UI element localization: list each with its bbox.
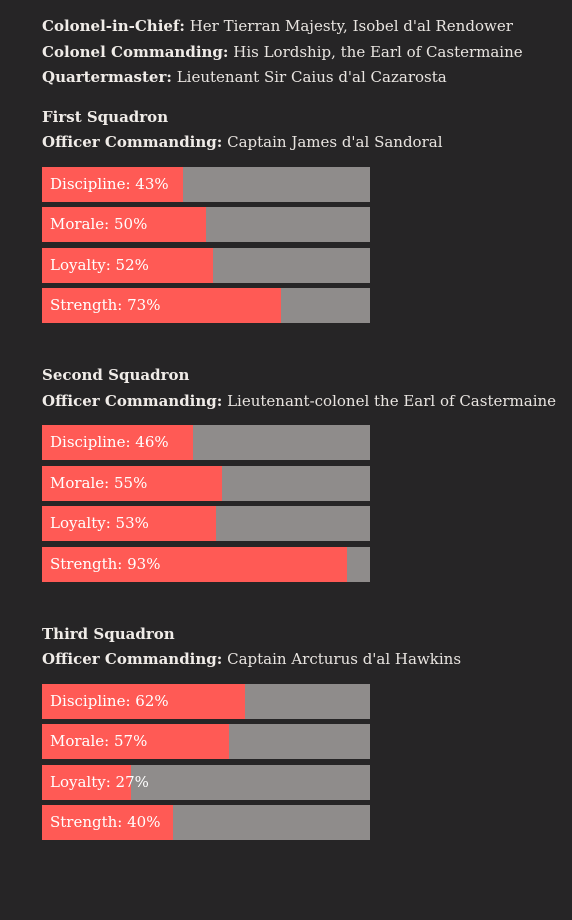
strength-bar-label: Strength: 73%	[50, 296, 161, 314]
loyalty-bar: Loyalty: 27%	[42, 764, 370, 800]
officer-commanding-label: Officer Commanding:	[42, 391, 223, 410]
colonel-in-chief-value: Her Tierran Majesty, Isobel d'al Rendowe…	[189, 17, 513, 35]
morale-bar-fill	[42, 465, 223, 501]
discipline-bar-fill	[42, 425, 193, 460]
colonel-commanding-row: Colonel Commanding: His Lordship, the Ea…	[42, 40, 562, 66]
discipline-bar: Discipline: 46%	[42, 425, 370, 460]
stat-bars: Discipline: 43% Morale: 50% Loyalty: 52%…	[42, 166, 562, 323]
strength-bar-fill	[42, 546, 348, 582]
squadron-title: Third Squadron	[42, 624, 175, 643]
morale-bar-label: Morale: 55%	[50, 473, 148, 492]
discipline-bar-fill	[42, 166, 184, 202]
officer-commanding-value: Captain James d'al Sandoral	[227, 133, 443, 151]
quartermaster-row: Quartermaster: Lieutenant Sir Caius d'al…	[42, 65, 562, 91]
officer-commanding-row: Officer Commanding: Captain Arcturus d'a…	[42, 647, 562, 673]
strength-bar: Strength: 40%	[42, 805, 370, 840]
squadron-first: First Squadron Officer Commanding: Capta…	[42, 105, 562, 323]
morale-bar: Morale: 50%	[42, 207, 370, 242]
loyalty-bar-fill	[42, 247, 213, 283]
officer-commanding-row: Officer Commanding: Lieutenant-colonel t…	[42, 389, 562, 415]
loyalty-bar-label: Loyalty: 53%	[50, 514, 149, 532]
regiment-panel: Colonel-in-Chief: Her Tierran Majesty, I…	[42, 14, 562, 846]
officer-commanding-label: Officer Commanding:	[42, 133, 223, 151]
morale-bar-label: Morale: 57%	[50, 732, 148, 750]
morale-bar-fill	[42, 724, 229, 759]
discipline-bar-label: Discipline: 62%	[50, 691, 169, 710]
colonel-in-chief-label: Colonel-in-Chief:	[42, 17, 185, 35]
quartermaster-label: Quartermaster:	[42, 68, 172, 86]
discipline-bar-fill	[42, 683, 246, 719]
discipline-bar-label: Discipline: 43%	[50, 174, 169, 193]
officer-commanding-value: Lieutenant-colonel the Earl of Castermai…	[227, 391, 557, 410]
discipline-bar: Discipline: 43%	[42, 166, 370, 202]
squadron-second: Second Squadron Officer Commanding: Lieu…	[42, 363, 562, 582]
squadron-third: Third Squadron Officer Commanding: Capta…	[42, 622, 562, 840]
loyalty-bar-fill	[42, 764, 131, 800]
strength-bar-label: Strength: 93%	[50, 554, 161, 573]
colonel-commanding-value: His Lordship, the Earl of Castermaine	[233, 42, 523, 61]
quartermaster-value: Lieutenant Sir Caius d'al Cazarosta	[176, 68, 447, 86]
officer-commanding-value: Captain Arcturus d'al Hawkins	[227, 650, 462, 668]
stat-bars: Discipline: 62% Morale: 57% Loyalty: 27%…	[42, 683, 562, 840]
officer-commanding-row: Officer Commanding: Captain James d'al S…	[42, 130, 562, 156]
officer-commanding-label: Officer Commanding:	[42, 650, 223, 668]
loyalty-bar: Loyalty: 52%	[42, 247, 370, 283]
discipline-bar: Discipline: 62%	[42, 683, 370, 719]
strength-bar-fill	[42, 805, 174, 840]
loyalty-bar: Loyalty: 53%	[42, 506, 370, 541]
discipline-bar-label: Discipline: 46%	[50, 433, 169, 451]
squadron-title: First Squadron	[42, 107, 169, 126]
strength-bar: Strength: 93%	[42, 546, 370, 582]
loyalty-bar-fill	[42, 506, 216, 541]
colonel-commanding-label: Colonel Commanding:	[42, 42, 229, 61]
morale-bar: Morale: 57%	[42, 724, 370, 759]
colonel-in-chief-row: Colonel-in-Chief: Her Tierran Majesty, I…	[42, 14, 562, 40]
loyalty-bar-label: Loyalty: 27%	[50, 772, 149, 791]
morale-bar-label: Morale: 50%	[50, 215, 148, 233]
strength-bar-label: Strength: 40%	[50, 813, 161, 831]
stat-bars: Discipline: 46% Morale: 55% Loyalty: 53%…	[42, 425, 562, 582]
strength-bar: Strength: 73%	[42, 288, 370, 323]
morale-bar-fill	[42, 207, 206, 242]
loyalty-bar-label: Loyalty: 52%	[50, 255, 149, 274]
squadron-title: Second Squadron	[42, 366, 190, 384]
strength-bar-fill	[42, 288, 282, 323]
morale-bar: Morale: 55%	[42, 465, 370, 501]
